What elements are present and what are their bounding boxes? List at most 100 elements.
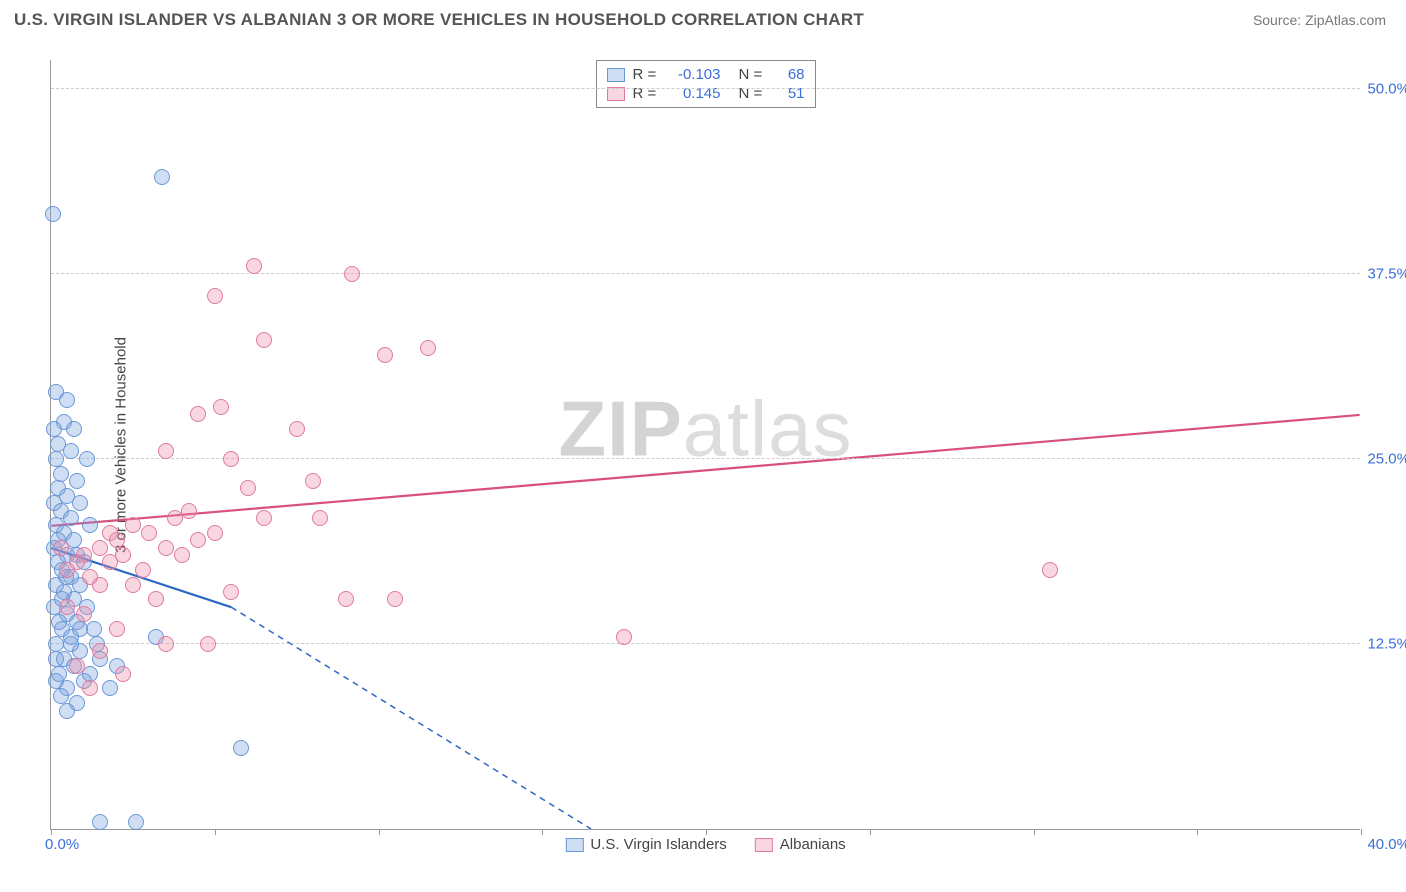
legend-label: Albanians (780, 836, 846, 853)
scatter-point (109, 621, 125, 637)
scatter-point (256, 510, 272, 526)
scatter-point (53, 688, 69, 704)
scatter-point (240, 480, 256, 496)
scatter-point (256, 332, 272, 348)
scatter-point (141, 525, 157, 541)
y-tick-label: 25.0% (1364, 450, 1406, 467)
chart-source: Source: ZipAtlas.com (1253, 12, 1386, 28)
scatter-point (200, 636, 216, 652)
legend-row: R =-0.103N =68 (607, 65, 805, 84)
scatter-point (125, 517, 141, 533)
x-tick (379, 829, 380, 835)
scatter-point (207, 525, 223, 541)
scatter-point (233, 740, 249, 756)
scatter-point (135, 562, 151, 578)
scatter-point (158, 540, 174, 556)
scatter-point (387, 591, 403, 607)
scatter-point (72, 495, 88, 511)
regression-lines (51, 60, 1360, 829)
scatter-point (48, 673, 64, 689)
scatter-point (82, 517, 98, 533)
scatter-point (59, 392, 75, 408)
scatter-point (46, 421, 62, 437)
scatter-point (128, 814, 144, 830)
scatter-point (102, 554, 118, 570)
scatter-point (92, 577, 108, 593)
scatter-point (167, 510, 183, 526)
scatter-point (72, 621, 88, 637)
scatter-point (53, 540, 69, 556)
x-tick (1034, 829, 1035, 835)
scatter-point (190, 406, 206, 422)
x-axis-max-label: 40.0% (1367, 836, 1406, 853)
legend-swatch (565, 838, 583, 852)
x-tick (215, 829, 216, 835)
scatter-point (115, 666, 131, 682)
scatter-point (377, 347, 393, 363)
scatter-point (344, 266, 360, 282)
scatter-point (420, 340, 436, 356)
scatter-point (1042, 562, 1058, 578)
scatter-point (158, 443, 174, 459)
scatter-point (338, 591, 354, 607)
scatter-point (82, 680, 98, 696)
gridline (51, 273, 1360, 274)
legend-n-label: N = (739, 66, 769, 83)
scatter-point (48, 451, 64, 467)
scatter-point (312, 510, 328, 526)
scatter-point (59, 562, 75, 578)
chart-header: U.S. VIRGIN ISLANDER VS ALBANIAN 3 OR MO… (0, 0, 1406, 38)
scatter-point (48, 651, 64, 667)
scatter-point (59, 703, 75, 719)
scatter-point (63, 510, 79, 526)
scatter-point (616, 629, 632, 645)
watermark: ZIPatlas (558, 384, 852, 475)
scatter-point (48, 636, 64, 652)
scatter-point (63, 443, 79, 459)
legend-item: U.S. Virgin Islanders (565, 836, 726, 853)
x-tick (1197, 829, 1198, 835)
scatter-point (223, 584, 239, 600)
scatter-point (92, 540, 108, 556)
legend-r-value: -0.103 (671, 66, 721, 83)
scatter-point (109, 532, 125, 548)
scatter-point (53, 466, 69, 482)
legend-n-value: 68 (777, 66, 805, 83)
legend-item: Albanians (755, 836, 846, 853)
scatter-point (246, 258, 262, 274)
x-tick (51, 829, 52, 835)
scatter-point (223, 451, 239, 467)
scatter-point (174, 547, 190, 563)
gridline (51, 458, 1360, 459)
scatter-point (190, 532, 206, 548)
chart-title: U.S. VIRGIN ISLANDER VS ALBANIAN 3 OR MO… (14, 10, 864, 30)
series-legend: U.S. Virgin Islanders Albanians (565, 836, 845, 853)
scatter-point (148, 591, 164, 607)
scatter-point (102, 680, 118, 696)
x-axis-min-label: 0.0% (45, 836, 79, 853)
legend-swatch (755, 838, 773, 852)
scatter-point (207, 288, 223, 304)
legend-label: U.S. Virgin Islanders (590, 836, 726, 853)
scatter-point (92, 643, 108, 659)
scatter-point (69, 473, 85, 489)
scatter-point (213, 399, 229, 415)
scatter-plot: 3 or more Vehicles in Household ZIPatlas… (50, 60, 1360, 830)
scatter-point (92, 814, 108, 830)
scatter-point (125, 577, 141, 593)
scatter-point (305, 473, 321, 489)
x-tick (706, 829, 707, 835)
y-tick-label: 12.5% (1364, 635, 1406, 652)
scatter-point (63, 636, 79, 652)
x-tick (870, 829, 871, 835)
scatter-point (79, 451, 95, 467)
correlation-legend: R =-0.103N =68R =0.145N =51 (596, 60, 816, 108)
scatter-point (69, 658, 85, 674)
x-tick (1361, 829, 1362, 835)
scatter-point (45, 206, 61, 222)
scatter-point (158, 636, 174, 652)
scatter-point (76, 606, 92, 622)
watermark-bold: ZIP (558, 385, 682, 473)
chart-area: 3 or more Vehicles in Household ZIPatlas… (50, 60, 1360, 830)
y-tick-label: 50.0% (1364, 80, 1406, 97)
